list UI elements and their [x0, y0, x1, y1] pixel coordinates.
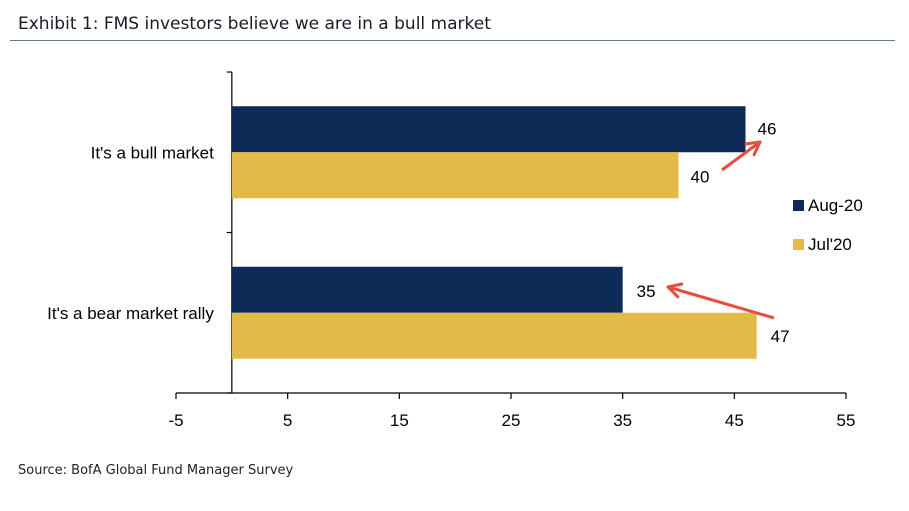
- x-tick-label: 15: [390, 411, 409, 430]
- data-label: 47: [771, 327, 790, 346]
- change-arrow: [721, 140, 761, 172]
- data-label: 35: [637, 282, 656, 301]
- arrow-head: [744, 140, 762, 146]
- x-tick-label: 35: [613, 411, 632, 430]
- bar-aug20: [231, 106, 746, 153]
- arrow-head: [752, 140, 762, 157]
- category-label: It's a bull market: [91, 143, 215, 162]
- legend-label: Jul'20: [808, 235, 852, 254]
- x-tick-label: 5: [283, 411, 292, 430]
- bar-jul20: [231, 152, 679, 199]
- legend-label: Aug-20: [808, 196, 863, 215]
- x-tick-label: -5: [168, 411, 183, 430]
- category-label: It's a bear market rally: [47, 304, 214, 323]
- x-tick-label: 55: [837, 411, 856, 430]
- chart-title: Exhibit 1: FMS investors believe we are …: [18, 14, 491, 34]
- arrow-head: [666, 285, 680, 299]
- data-label: 40: [691, 167, 710, 186]
- x-tick-label: 45: [725, 411, 744, 430]
- bar-jul20: [231, 312, 757, 359]
- legend-swatch: [793, 239, 804, 250]
- legend-swatch: [793, 200, 804, 211]
- change-arrow: [667, 285, 775, 320]
- bar-aug20: [231, 266, 623, 313]
- title-divider: [10, 40, 895, 41]
- source-note: Source: BofA Global Fund Manager Survey: [18, 463, 294, 478]
- arrow-head: [666, 282, 684, 289]
- x-tick-label: 25: [502, 411, 521, 430]
- data-label: 46: [758, 119, 777, 138]
